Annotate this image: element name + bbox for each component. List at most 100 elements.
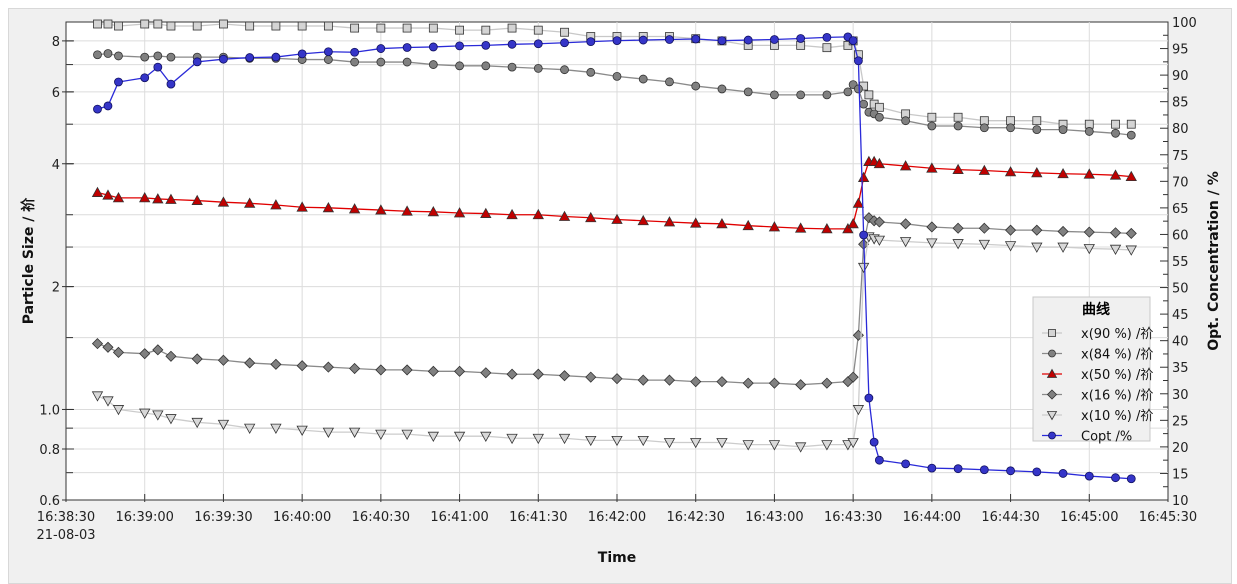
data-point	[952, 239, 964, 250]
y-right-tick-label: 60	[1172, 228, 1189, 243]
data-point	[243, 423, 256, 434]
data-point	[140, 73, 150, 83]
x-tick-label: 16:43:30	[824, 510, 882, 525]
data-point	[663, 374, 676, 386]
data-point	[821, 440, 833, 451]
data-point	[952, 163, 964, 175]
data-point	[192, 57, 202, 67]
data-point	[245, 53, 255, 62]
data-point	[585, 435, 597, 447]
data-point	[585, 371, 597, 383]
data-point	[768, 440, 781, 451]
data-point	[558, 210, 571, 221]
x-tick-label: 16:42:30	[667, 510, 725, 525]
data-point	[140, 19, 150, 29]
data-point	[1005, 224, 1017, 236]
data-point	[166, 52, 176, 62]
data-point	[480, 431, 492, 443]
data-point	[853, 84, 863, 94]
data-point	[350, 57, 360, 67]
series-line	[97, 160, 1132, 230]
data-point	[350, 47, 360, 57]
legend[interactable]: 曲线 x(90 %) /祄 x(84 %) /祄 x(50 %) /祄 x(16 %)…	[1032, 296, 1153, 445]
data-point	[558, 433, 571, 445]
y-tick-label: 6	[52, 86, 60, 101]
data-point	[1111, 119, 1120, 129]
data-point	[952, 222, 964, 234]
data-point	[401, 364, 413, 376]
y-axis-title-right: Opt. Concentration / %	[1206, 171, 1222, 350]
data-point	[843, 40, 853, 50]
data-point	[843, 87, 853, 97]
data-point	[454, 365, 466, 377]
data-point	[322, 201, 335, 213]
data-point	[506, 368, 518, 380]
data-point	[1032, 125, 1042, 134]
data-point	[691, 81, 701, 91]
data-point	[350, 23, 360, 33]
data-point	[795, 379, 807, 391]
data-point	[638, 35, 648, 45]
data-point	[376, 23, 386, 33]
data-point	[768, 221, 781, 232]
data-point	[152, 410, 164, 421]
data-point	[874, 455, 884, 465]
y-right-tick-label: 25	[1172, 414, 1189, 429]
y-right-tick-label: 30	[1172, 388, 1189, 403]
data-point	[742, 377, 754, 389]
series-group	[91, 19, 1137, 484]
data-point	[743, 87, 753, 97]
data-point	[166, 79, 176, 89]
data-point	[864, 90, 874, 100]
data-point	[166, 21, 176, 31]
data-point	[611, 213, 623, 224]
x-tick-label: 16:42:00	[588, 510, 646, 525]
data-point	[103, 19, 113, 29]
x-tick-label: 16:41:30	[509, 510, 567, 525]
data-point	[376, 57, 386, 67]
data-point	[427, 205, 440, 217]
legend-marker-diamond-icon	[1046, 389, 1058, 400]
data-point	[481, 40, 491, 50]
legend-marker-triangle-down-icon	[1046, 411, 1058, 421]
legend-label: x(50 %) /祄	[1081, 367, 1153, 383]
data-point	[93, 19, 102, 29]
x-axis-title: Time	[598, 550, 636, 566]
data-point	[874, 102, 884, 112]
data-point	[853, 56, 863, 66]
data-point	[165, 414, 177, 425]
data-point	[243, 197, 256, 208]
data-point	[821, 223, 833, 234]
data-point	[716, 438, 728, 449]
x-tick-label: 16:39:30	[194, 510, 252, 525]
y-tick-label: 2	[52, 281, 60, 296]
data-point	[1111, 473, 1120, 483]
data-point	[1031, 167, 1043, 178]
data-point	[1004, 166, 1017, 177]
data-point	[296, 201, 308, 212]
data-point	[874, 112, 884, 122]
data-point	[270, 423, 282, 434]
data-point	[165, 193, 177, 204]
data-point	[219, 19, 228, 29]
data-point	[857, 171, 870, 182]
data-point	[859, 99, 869, 109]
data-point	[323, 55, 333, 64]
data-point	[103, 49, 113, 58]
data-point	[481, 61, 491, 71]
legend-marker-square-icon	[1048, 329, 1056, 337]
data-point	[297, 49, 307, 59]
data-point	[506, 433, 518, 445]
data-point	[560, 27, 569, 37]
data-point	[796, 90, 806, 100]
data-point	[1084, 119, 1094, 129]
legend-marker-triangle-icon	[1046, 368, 1058, 378]
x-tick-label: 16:41:00	[430, 510, 488, 525]
data-point	[91, 186, 104, 197]
data-point	[139, 408, 151, 419]
data-point	[1125, 170, 1137, 182]
data-point	[323, 47, 333, 57]
data-point	[153, 51, 163, 61]
data-point	[1126, 474, 1136, 484]
data-point	[901, 459, 911, 469]
